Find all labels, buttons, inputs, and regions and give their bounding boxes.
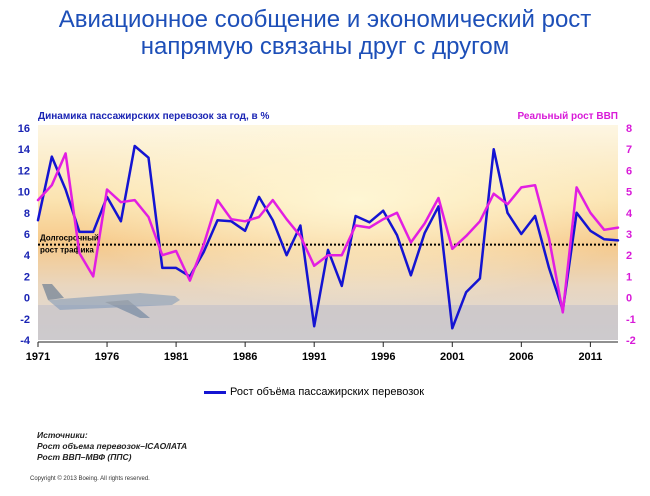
airplane-image bbox=[42, 284, 180, 318]
right-tick-label: 7 bbox=[626, 144, 632, 156]
right-tick-label: 0 bbox=[626, 293, 632, 305]
left-tick-label: 14 bbox=[18, 144, 31, 156]
right-tick-label: 1 bbox=[626, 271, 632, 283]
right-tick-label: 3 bbox=[626, 229, 632, 241]
x-tick-label: 2006 bbox=[509, 351, 533, 363]
title-line-1: Авиационное сообщение и экономический ро… bbox=[58, 6, 592, 33]
left-tick-label: 2 bbox=[24, 271, 30, 283]
x-tick-label: 1981 bbox=[164, 351, 188, 363]
x-tick-label: 1996 bbox=[371, 351, 395, 363]
sources: Источники: Рост объема перевозок–ICAO/IA… bbox=[37, 430, 187, 463]
legend-swatch bbox=[204, 390, 226, 394]
chart-title: Авиационное сообщение и экономический ро… bbox=[0, 6, 650, 60]
right-tick-label: 2 bbox=[626, 250, 632, 262]
right-tick-label: -2 bbox=[626, 335, 636, 347]
background-image bbox=[38, 125, 618, 340]
reference-line: Долгосрочный рост трафика bbox=[38, 234, 618, 255]
x-tick-label: 1971 bbox=[26, 351, 50, 363]
left-tick-label: -4 bbox=[20, 335, 31, 347]
legend: Рост объёма пассажирских перевозок bbox=[204, 386, 424, 398]
x-tick-label: 2001 bbox=[440, 351, 464, 363]
x-tick-label: 2011 bbox=[578, 351, 602, 363]
left-tick-label: -2 bbox=[20, 314, 30, 326]
x-tick-label: 1976 bbox=[95, 351, 119, 363]
left-tick-label: 0 bbox=[24, 293, 30, 305]
copyright: Copyright © 2013 Boeing. All rights rese… bbox=[30, 476, 150, 482]
left-tick-label: 6 bbox=[24, 229, 30, 241]
legend-label: Рост объёма пассажирских перевозок bbox=[230, 386, 425, 398]
right-tick-label: 4 bbox=[626, 208, 633, 220]
right-tick-label: 5 bbox=[626, 187, 632, 199]
series-lines bbox=[36, 144, 620, 330]
reference-label-line-1: Долгосрочный bbox=[40, 234, 99, 243]
sources-line-2: Рост ВВП–МВФ (ППС) bbox=[37, 452, 132, 462]
title-line-2: напрямую связаны друг с другом bbox=[140, 33, 510, 60]
right-axis-label: Реальный рост ВВП bbox=[517, 111, 618, 122]
x-tick-label: 1991 bbox=[302, 351, 326, 363]
passenger-traffic-series-line bbox=[36, 144, 620, 330]
left-tick-label: 10 bbox=[18, 187, 30, 199]
left-tick-label: 16 bbox=[18, 123, 30, 135]
right-tick-label: -1 bbox=[626, 314, 636, 326]
sources-line-1: Рост объема перевозок–ICAO/IATA bbox=[37, 441, 188, 451]
left-tick-label: 12 bbox=[18, 165, 30, 177]
right-tick-label: 6 bbox=[626, 165, 632, 177]
left-tick-label: 4 bbox=[24, 250, 31, 262]
right-tick-label: 8 bbox=[626, 123, 632, 135]
sources-heading: Источники: bbox=[37, 430, 88, 440]
x-tick-label: 1986 bbox=[233, 351, 257, 363]
left-axis-label: Динамика пассажирских перевозок за год, … bbox=[38, 111, 270, 122]
gdp-growth-series-line bbox=[36, 152, 620, 314]
left-tick-label: 8 bbox=[24, 208, 30, 220]
reference-label-line-2: рост трафика bbox=[40, 246, 94, 255]
